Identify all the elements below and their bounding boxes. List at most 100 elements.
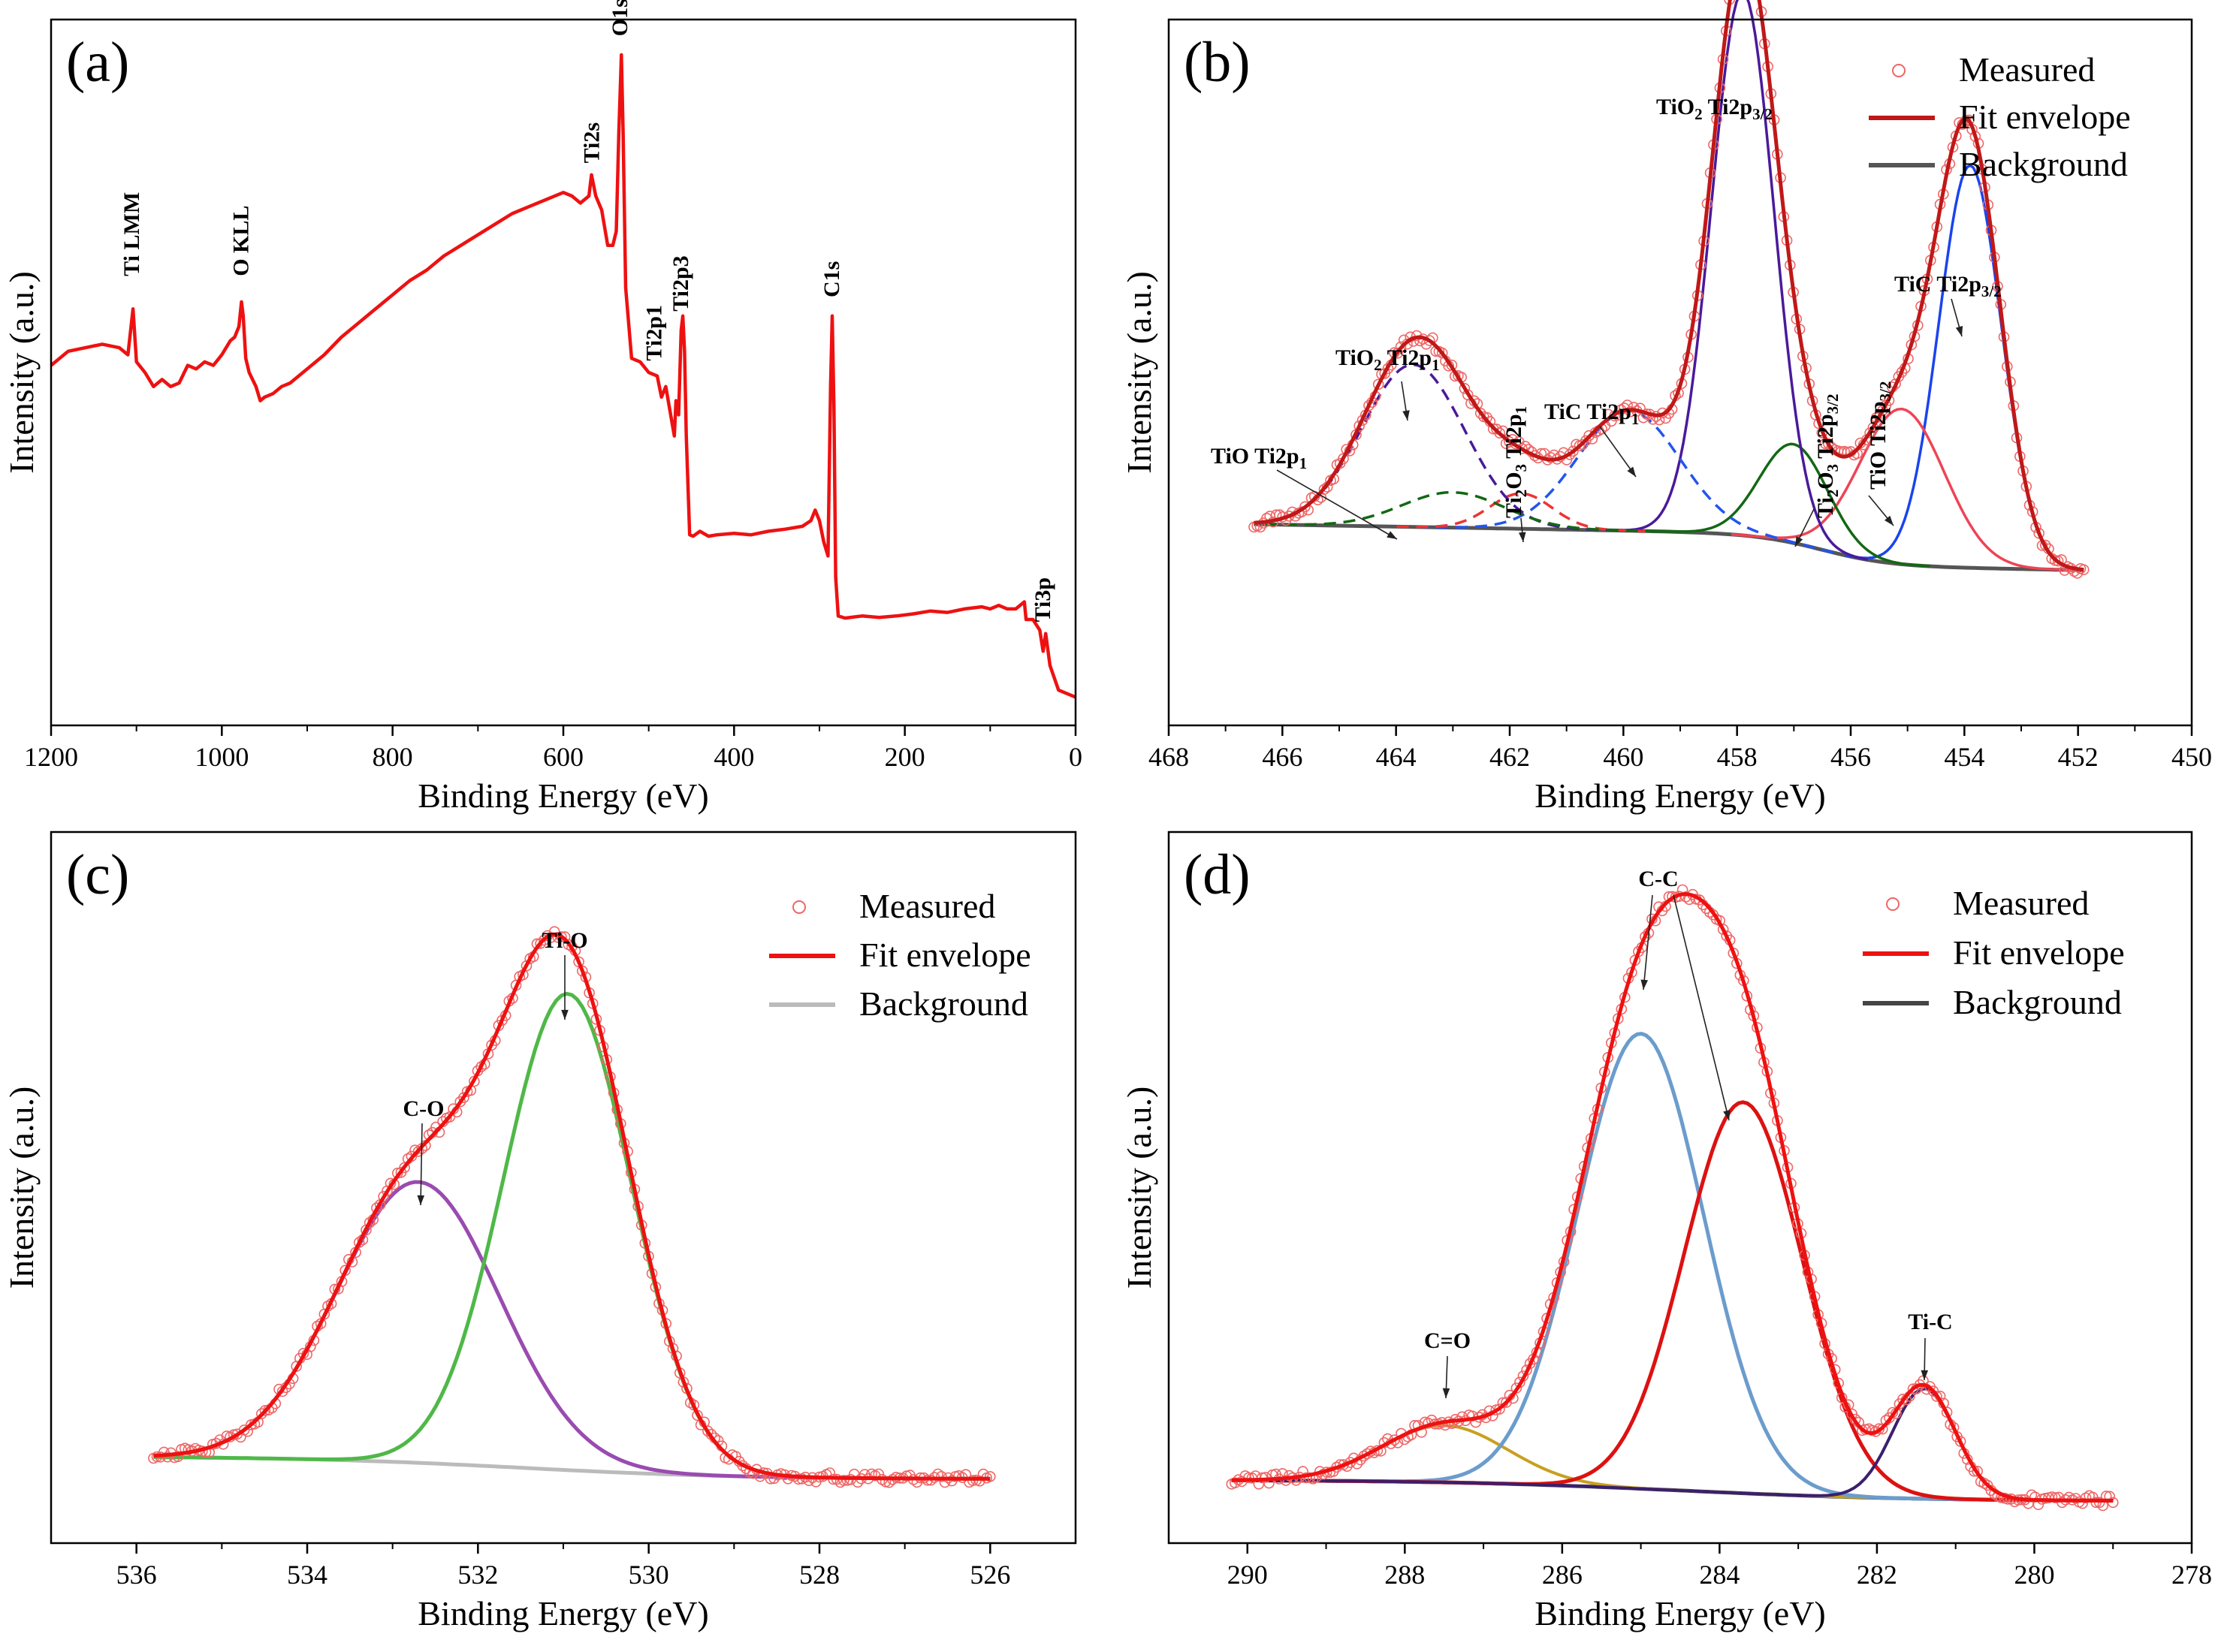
peak-label: Ti-C bbox=[1908, 1310, 1952, 1334]
ti-o-component bbox=[153, 991, 991, 1481]
x-tick-label: 1200 bbox=[24, 742, 78, 772]
x-tick-label: 290 bbox=[1227, 1560, 1268, 1590]
x-tick-label: 462 bbox=[1489, 742, 1530, 772]
data-point bbox=[1823, 438, 1834, 450]
legend-label: Background bbox=[1959, 145, 2128, 183]
data-point bbox=[440, 1112, 452, 1124]
x-tick-label: 280 bbox=[2014, 1560, 2054, 1590]
x-tick-label: 600 bbox=[543, 742, 584, 772]
arrow-head bbox=[417, 1195, 425, 1205]
fit-component bbox=[1845, 164, 2084, 571]
x-tick-label: 400 bbox=[714, 742, 754, 772]
data-point bbox=[2043, 1492, 2054, 1503]
annotation-arrow bbox=[1643, 894, 1653, 990]
y-axis-title: Intensity (a.u.) bbox=[1120, 1087, 1158, 1289]
legend: Measured Fit envelope Background bbox=[1863, 884, 2125, 1021]
data-point bbox=[475, 1061, 487, 1072]
y-axis-title: Intensity (a.u.) bbox=[2, 1087, 41, 1289]
peak-label: Ti2O3 Ti2p3/2 bbox=[1813, 394, 1842, 518]
data-point bbox=[1894, 1398, 1906, 1409]
fit-envelope bbox=[153, 932, 991, 1481]
legend-label: Background bbox=[859, 984, 1028, 1023]
x-tick-label: 536 bbox=[116, 1560, 157, 1590]
panel-a: 1200 1000 800 600 400 200 0 Binding Energy (eV)… bbox=[2, 0, 1082, 815]
fit-envelope bbox=[1254, 0, 2084, 572]
peak-label: C-C bbox=[1638, 867, 1678, 891]
x-tick-label: 532 bbox=[457, 1560, 498, 1590]
legend-marker-measured bbox=[792, 900, 806, 914]
panel-letter: (c) bbox=[66, 843, 129, 906]
data-point bbox=[353, 1237, 365, 1248]
plot-area bbox=[1226, 884, 2119, 1512]
arrow-head bbox=[1921, 1370, 1929, 1380]
data-point bbox=[1589, 427, 1601, 439]
x-tick-label: 534 bbox=[287, 1560, 327, 1590]
x-tick-label: 286 bbox=[1542, 1560, 1583, 1590]
data-point bbox=[454, 1096, 466, 1108]
data-point bbox=[259, 1405, 271, 1416]
data-point bbox=[1490, 1404, 1502, 1415]
peak-label: Ti LMM bbox=[119, 192, 144, 276]
peak-label: C=O bbox=[1424, 1328, 1471, 1353]
x-tick-label: 526 bbox=[970, 1560, 1010, 1590]
legend-marker-measured bbox=[1886, 897, 1900, 911]
x-tick-label: 0 bbox=[1069, 742, 1082, 772]
data-point bbox=[1358, 1450, 1370, 1462]
data-point bbox=[1907, 1383, 1919, 1394]
data-point bbox=[1478, 411, 1489, 423]
plot-area bbox=[148, 926, 996, 1488]
x-tick-label: 458 bbox=[1717, 742, 1758, 772]
panel-letter: (d) bbox=[1184, 843, 1251, 906]
x-tick-label: 468 bbox=[1148, 742, 1189, 772]
data-point bbox=[1491, 424, 1502, 435]
data-point bbox=[1877, 405, 1888, 416]
x-tick-label: 800 bbox=[373, 742, 413, 772]
data-point bbox=[461, 1086, 473, 1097]
legend-label: Measured bbox=[859, 887, 995, 925]
data-point bbox=[538, 934, 550, 946]
x-tick-label: 454 bbox=[1944, 742, 1984, 772]
data-point bbox=[936, 1471, 947, 1482]
c-c-component bbox=[1231, 1032, 2114, 1503]
peak-label: C1s bbox=[819, 261, 844, 297]
measured-points bbox=[1226, 884, 2119, 1512]
survey-spectrum bbox=[50, 53, 1076, 699]
peak-label: Ti-O bbox=[542, 928, 587, 953]
legend-label: Background bbox=[1953, 983, 2122, 1021]
c-o-component bbox=[153, 1180, 991, 1481]
x-tick-label: 282 bbox=[1857, 1560, 1897, 1590]
annotation-arrow bbox=[1673, 894, 1730, 1121]
x-tick-label: 528 bbox=[799, 1560, 840, 1590]
legend: Measured Fit envelope Background bbox=[769, 887, 1031, 1023]
data-point bbox=[1325, 475, 1336, 487]
arrow-head bbox=[1627, 466, 1636, 477]
x-axis-title: Binding Energy (eV) bbox=[1534, 776, 1826, 815]
panel-b: 468 466 464 462 460 458 456 454 452 450 Binding En… bbox=[1120, 0, 2212, 815]
peak-label: Ti2p1 bbox=[642, 305, 667, 361]
annotation-arrow bbox=[1599, 426, 1637, 478]
peak-label: C-O bbox=[403, 1096, 445, 1121]
x-tick-label: 530 bbox=[629, 1560, 669, 1590]
data-point bbox=[556, 931, 567, 942]
arrow-head bbox=[1955, 326, 1963, 336]
x-tick-label: 466 bbox=[1262, 742, 1302, 772]
plot-area bbox=[1248, 0, 2090, 579]
x-axis-title: Binding Energy (eV) bbox=[418, 1594, 709, 1632]
plot-frame bbox=[50, 18, 1077, 727]
data-point bbox=[524, 953, 536, 964]
x-tick-label: 278 bbox=[2171, 1560, 2212, 1590]
x-tick-label: 460 bbox=[1603, 742, 1643, 772]
data-point bbox=[782, 1473, 794, 1485]
annotation-arrow bbox=[420, 1123, 423, 1206]
x-tick-label: 200 bbox=[885, 742, 925, 772]
peak-label: TiC Ti2p1 bbox=[1544, 399, 1639, 428]
data-point bbox=[792, 1473, 804, 1485]
arrow-head bbox=[1442, 1388, 1450, 1398]
arrow-head bbox=[1640, 979, 1649, 990]
data-point bbox=[1395, 341, 1407, 353]
data-point bbox=[1363, 399, 1375, 411]
arrow-head bbox=[561, 1009, 569, 1020]
data-point bbox=[1487, 423, 1499, 435]
arrow-head bbox=[1387, 531, 1397, 539]
